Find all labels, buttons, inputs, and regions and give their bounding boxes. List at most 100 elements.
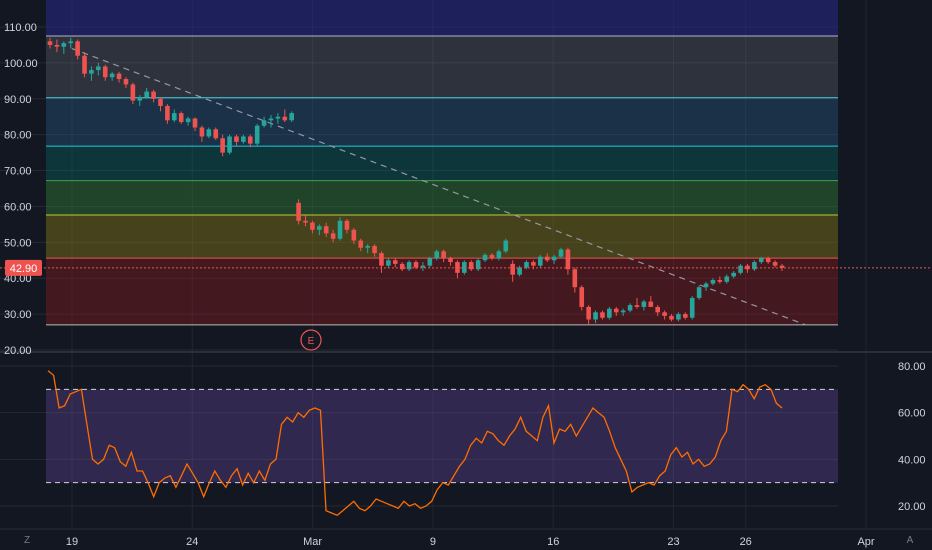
candle — [289, 111, 294, 123]
candle — [137, 95, 143, 106]
candle-body — [779, 265, 785, 268]
candle-body — [676, 314, 681, 320]
candle — [158, 96, 163, 112]
fib-zone — [46, 258, 838, 325]
candle — [655, 305, 660, 316]
candle-body — [565, 249, 571, 270]
candle — [696, 285, 702, 300]
candle-body — [268, 118, 274, 121]
candle — [178, 111, 184, 124]
candle-body — [434, 251, 440, 259]
candle — [517, 265, 522, 277]
candle-body — [420, 265, 426, 268]
candle-body — [227, 136, 232, 153]
rsi-tick-label: 20.00 — [898, 501, 926, 513]
candle — [130, 82, 136, 105]
candle-body — [109, 73, 115, 78]
candle — [220, 134, 225, 157]
trendline-path[interactable] — [71, 47, 807, 326]
rsi-band — [46, 389, 838, 483]
candle — [399, 262, 405, 272]
candle — [676, 312, 681, 322]
candle — [565, 247, 571, 275]
candle-body — [392, 260, 398, 264]
candle — [738, 263, 743, 275]
candle — [310, 220, 315, 234]
candle — [482, 253, 488, 263]
candle — [448, 256, 453, 266]
candle-body — [351, 229, 357, 241]
price-tick-label: 110.00 — [4, 22, 37, 34]
earnings-circle[interactable] — [300, 329, 322, 351]
candle — [323, 222, 329, 237]
time-axis[interactable]: 19 24 Mar 9 16 23 26 Apr — [0, 528, 932, 550]
candle-body — [496, 251, 502, 259]
candle-body — [683, 314, 688, 318]
candle-body — [689, 297, 695, 318]
candle — [710, 278, 716, 286]
candle-body — [254, 125, 260, 144]
candle-body — [379, 253, 384, 266]
candle-body — [303, 220, 308, 223]
candle — [227, 134, 232, 155]
candle-body — [475, 260, 481, 270]
candle — [648, 296, 654, 307]
earnings-marker[interactable]: E — [300, 329, 322, 351]
candle-body — [503, 240, 509, 252]
trendline[interactable] — [71, 47, 807, 326]
candle-body — [75, 41, 80, 56]
rsi-tick-label: 40.00 — [898, 454, 926, 466]
candle — [102, 64, 108, 81]
candle-body — [413, 262, 419, 268]
candle — [593, 310, 598, 324]
last-price-label: 42.90 — [5, 259, 42, 276]
candle — [683, 312, 688, 320]
auto-scale-icon[interactable]: A — [907, 535, 914, 546]
candle — [544, 253, 550, 263]
candle — [669, 314, 674, 322]
candle-body — [489, 254, 495, 259]
rsi-axis[interactable]: 80.00 60.00 40.00 20.00 — [898, 361, 926, 513]
candle-body — [234, 136, 239, 142]
time-tick-label: 24 — [186, 536, 198, 548]
candle — [96, 62, 101, 76]
fib-zone — [46, 146, 838, 181]
candle — [434, 249, 440, 261]
candle — [372, 244, 377, 257]
rsi-tick-label: 80.00 — [898, 361, 926, 373]
candle — [607, 306, 612, 320]
candle-body — [310, 222, 315, 230]
fib-zone — [46, 35, 838, 98]
candle — [441, 249, 446, 263]
candle — [551, 254, 557, 264]
candle — [503, 238, 509, 254]
fib-retracement[interactable] — [46, 0, 838, 326]
zoom-reset-icon[interactable]: Z — [24, 535, 30, 546]
fib-zone — [46, 97, 838, 147]
candle — [144, 88, 149, 99]
candle-body — [344, 220, 350, 230]
candle-body — [116, 73, 122, 80]
candle — [386, 258, 391, 268]
candle — [772, 260, 778, 268]
candle — [365, 244, 370, 254]
candle — [89, 66, 94, 81]
candle-body — [89, 70, 94, 74]
candle-body — [144, 91, 149, 97]
candle — [765, 256, 771, 264]
candle-body — [558, 249, 564, 257]
candle — [358, 238, 364, 252]
candle-body — [717, 280, 723, 282]
candle-body — [724, 276, 730, 282]
price-axis[interactable]: 110.00 100.00 90.00 80.00 70.00 60.00 50.00 40.… — [4, 22, 38, 357]
candle — [75, 39, 80, 60]
price-tick-label: 80.00 — [4, 130, 32, 142]
candle — [717, 276, 723, 284]
candle — [344, 219, 350, 234]
candle-body — [241, 136, 246, 142]
price-tick-label: 70.00 — [4, 166, 32, 178]
candle-body — [772, 262, 778, 266]
candle-body — [178, 113, 184, 123]
candle-body — [538, 256, 543, 266]
candle-body — [745, 265, 750, 270]
